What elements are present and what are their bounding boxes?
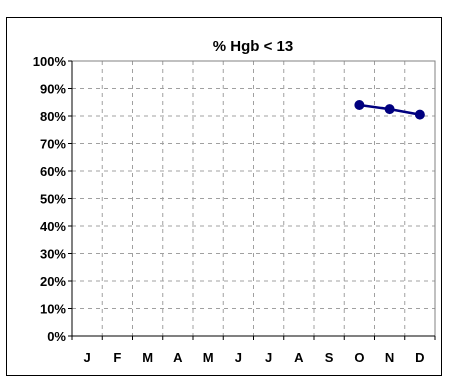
y-tick-label: 70% xyxy=(40,137,66,152)
y-tick-label: 60% xyxy=(40,164,66,179)
y-tick-label: 20% xyxy=(40,274,66,289)
data-point xyxy=(354,100,365,110)
y-tick-label: 90% xyxy=(40,82,66,97)
y-axis: 0% 10% 20% 30% 40% 50% 60% 70% 80% 90% 100% xyxy=(33,54,73,344)
x-tick-label: A xyxy=(173,350,183,365)
y-tick-label: 100% xyxy=(33,54,67,69)
x-tick-label: M xyxy=(142,350,153,365)
y-tick-label: 30% xyxy=(40,247,66,262)
data-point xyxy=(384,104,395,115)
grid xyxy=(72,61,435,336)
y-tick-label: 10% xyxy=(40,302,66,317)
chart-frame xyxy=(6,17,442,376)
y-tick-label: 50% xyxy=(40,192,66,207)
data-point xyxy=(414,109,425,120)
y-tick-label: 40% xyxy=(40,219,66,234)
x-tick-label: J xyxy=(84,350,91,365)
x-tick-label: S xyxy=(325,350,334,365)
x-tick-label: O xyxy=(354,350,364,365)
x-tick-label: M xyxy=(203,350,214,365)
x-tick-label: D xyxy=(415,350,424,365)
y-tick-label: 80% xyxy=(40,109,66,124)
y-tick-label: 0% xyxy=(47,329,66,344)
x-tick-label: A xyxy=(294,350,304,365)
chart-title: % Hgb < 13 xyxy=(213,38,293,55)
x-tick-label: N xyxy=(385,350,394,365)
x-tick-label: F xyxy=(113,350,121,365)
series xyxy=(354,100,425,120)
x-tick-label: J xyxy=(265,350,272,365)
x-tick-label: J xyxy=(235,350,242,365)
